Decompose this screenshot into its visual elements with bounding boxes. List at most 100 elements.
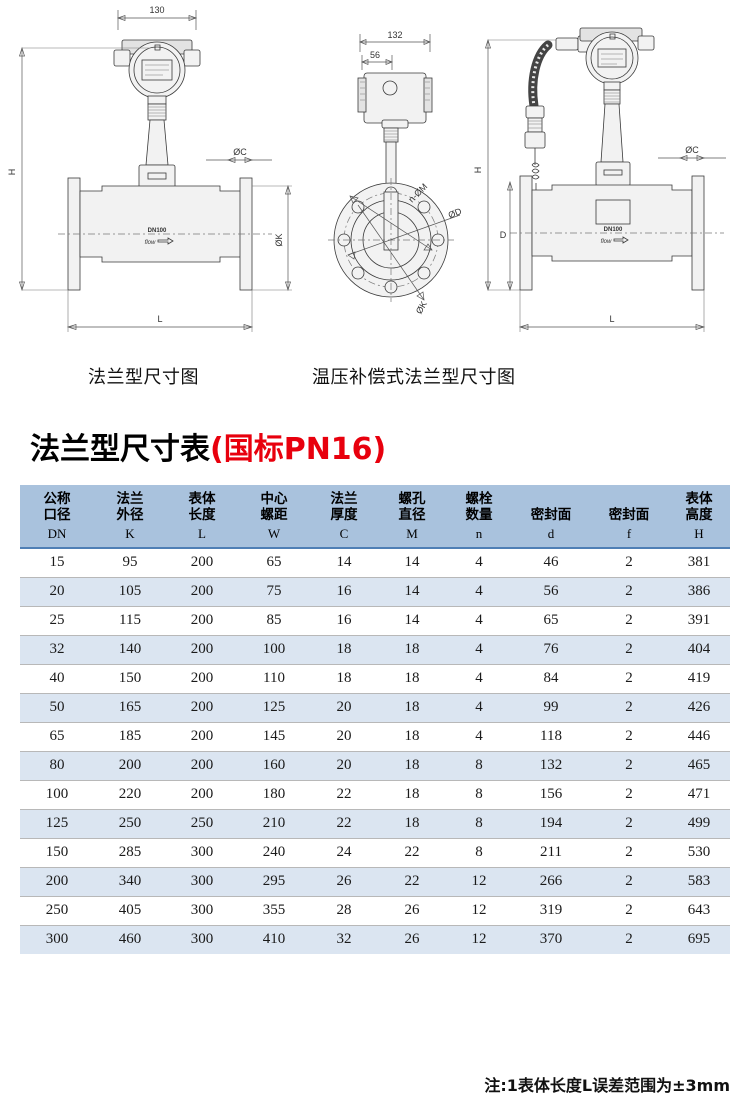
table-cell: 2 <box>590 750 668 781</box>
table-cell: 150 <box>20 837 94 868</box>
table-header-cell-m: 螺孔 直径 M <box>378 485 446 548</box>
table-cell: 14 <box>378 576 446 607</box>
table-cell: 22 <box>378 866 446 897</box>
table-cell: 26 <box>310 866 378 897</box>
dim-body-length: L <box>66 290 254 332</box>
table-row: 50 165 200 125 20 18 4 99 2 426 <box>20 692 730 723</box>
table-cell: 115 <box>94 605 166 636</box>
svg-text:H: H <box>7 169 17 176</box>
table-cell: 150 <box>94 663 166 694</box>
table-cell: 2 <box>590 808 668 839</box>
table-cell: 240 <box>238 837 310 868</box>
dim-head-width: 130 <box>116 5 198 30</box>
table-cell: 14 <box>404 554 420 571</box>
table-cell: 200 <box>166 692 238 723</box>
table-cell: 4 <box>446 634 512 665</box>
table-cell: 210 <box>238 808 310 839</box>
table-body: 15 95 200 65 14 14 4 46 2 381 20 105 200 75 16 14 4 56 2 38… <box>20 548 730 954</box>
table-cell: 4 <box>446 663 512 694</box>
table-cell: 695 <box>668 924 730 954</box>
table-cell: 18 <box>310 663 378 694</box>
table-cell: 8 <box>446 779 512 810</box>
table-cell: 18 <box>378 750 446 781</box>
table-cell: 355 <box>238 895 310 926</box>
table-cell: 319 <box>512 895 590 926</box>
table-cell: 8 <box>446 837 512 868</box>
table-cell: 56 <box>512 576 590 607</box>
header-line2: 高度 <box>685 507 713 524</box>
table-cell: 300 <box>166 837 238 868</box>
header-line2: 厚度 <box>330 507 358 524</box>
table-cell: 499 <box>668 808 730 839</box>
temp-pressure-type-drawing: H <box>473 27 726 332</box>
dimension-table: 公称 口径 DN 法兰 外径 K 表体 长度 L 中心 螺距 W 法兰 厚度 C 螺孔 直径 M 螺栓 数量 n 密封面… <box>20 485 730 954</box>
table-cell: 211 <box>512 837 590 868</box>
table-cell: 20 <box>310 692 378 723</box>
header-line2: 直径 <box>398 507 426 524</box>
dimension-table-wrap: 公称 口径 DN 法兰 外径 K 表体 长度 L 中心 螺距 W 法兰 厚度 C 螺孔 直径 M 螺栓 数量 n 密封面… <box>20 485 730 954</box>
svg-text:ØC: ØC <box>685 145 699 155</box>
table-cell: 250 <box>94 808 166 839</box>
table-cell: 300 <box>166 866 238 897</box>
table-cell: 132 <box>512 750 590 781</box>
table-cell: 20 <box>310 750 378 781</box>
table-cell: 65 <box>20 721 94 752</box>
table-cell: 2 <box>590 837 668 868</box>
table-cell: 2 <box>590 634 668 665</box>
table-cell: 410 <box>238 924 310 954</box>
table-cell: 370 <box>512 924 590 954</box>
table-cell: 12 <box>446 895 512 926</box>
transmitter-head <box>579 27 655 187</box>
table-header-cell-n: 螺栓 数量 n <box>446 485 512 548</box>
table-cell: 65 <box>266 554 282 571</box>
header-line1: 中心 <box>260 491 288 507</box>
table-cell: 4 <box>446 721 512 752</box>
table-cell: 100 <box>20 779 94 810</box>
header-symbol: K <box>125 525 135 541</box>
table-cell: 85 <box>238 605 310 636</box>
header-symbol: f <box>626 525 632 541</box>
converter-box <box>357 72 433 193</box>
table-row: 32 140 200 100 18 18 4 76 2 404 <box>20 634 730 665</box>
header-line2: 密封面 <box>530 507 572 524</box>
table-cell: 465 <box>668 750 730 781</box>
table-cell: 16 <box>310 576 378 607</box>
table-cell: 20 <box>310 721 378 752</box>
table-cell: 643 <box>668 895 730 926</box>
dim-head-width-132: 132 <box>359 30 431 52</box>
table-cell: 200 <box>166 721 238 752</box>
table-cell: 80 <box>20 750 94 781</box>
header-symbol: n <box>475 525 483 541</box>
table-cell: 100 <box>238 634 310 665</box>
svg-text:L: L <box>157 314 162 324</box>
table-row: 80 200 200 160 20 18 8 132 2 465 <box>20 750 730 781</box>
table-cell: 14 <box>378 605 446 636</box>
table-row: 100 220 200 180 22 18 8 156 2 471 <box>20 779 730 810</box>
table-cell: 16 <box>310 605 378 636</box>
table-cell: 2 <box>590 866 668 897</box>
header-line1: 表体 <box>685 491 713 507</box>
table-row: 40 150 200 110 18 18 4 84 2 419 <box>20 663 730 694</box>
table-cell: 8 <box>446 750 512 781</box>
table-cell: 165 <box>94 692 166 723</box>
table-header-cell-c: 法兰 厚度 C <box>310 485 378 548</box>
body-marking-flow: flow <box>145 240 156 246</box>
table-cell: 50 <box>20 692 94 723</box>
svg-text:ØC: ØC <box>233 147 247 157</box>
table-cell: 125 <box>238 692 310 723</box>
svg-text:56: 56 <box>370 50 380 60</box>
table-cell: 405 <box>94 895 166 926</box>
table-cell: 200 <box>166 576 238 607</box>
table-cell: 95 <box>122 554 138 571</box>
caption-flange-type: 法兰型尺寸图 <box>88 367 199 388</box>
header-symbol: C <box>339 525 349 541</box>
header-symbol: d <box>547 525 555 541</box>
table-cell: 2 <box>590 663 668 694</box>
table-cell: 266 <box>512 866 590 897</box>
header-line1: 法兰 <box>330 491 358 507</box>
table-cell: 14 <box>336 554 352 571</box>
table-cell: 381 <box>687 554 711 571</box>
header-line1 <box>512 491 590 507</box>
table-cell: 426 <box>668 692 730 723</box>
table-cell: 28 <box>310 895 378 926</box>
